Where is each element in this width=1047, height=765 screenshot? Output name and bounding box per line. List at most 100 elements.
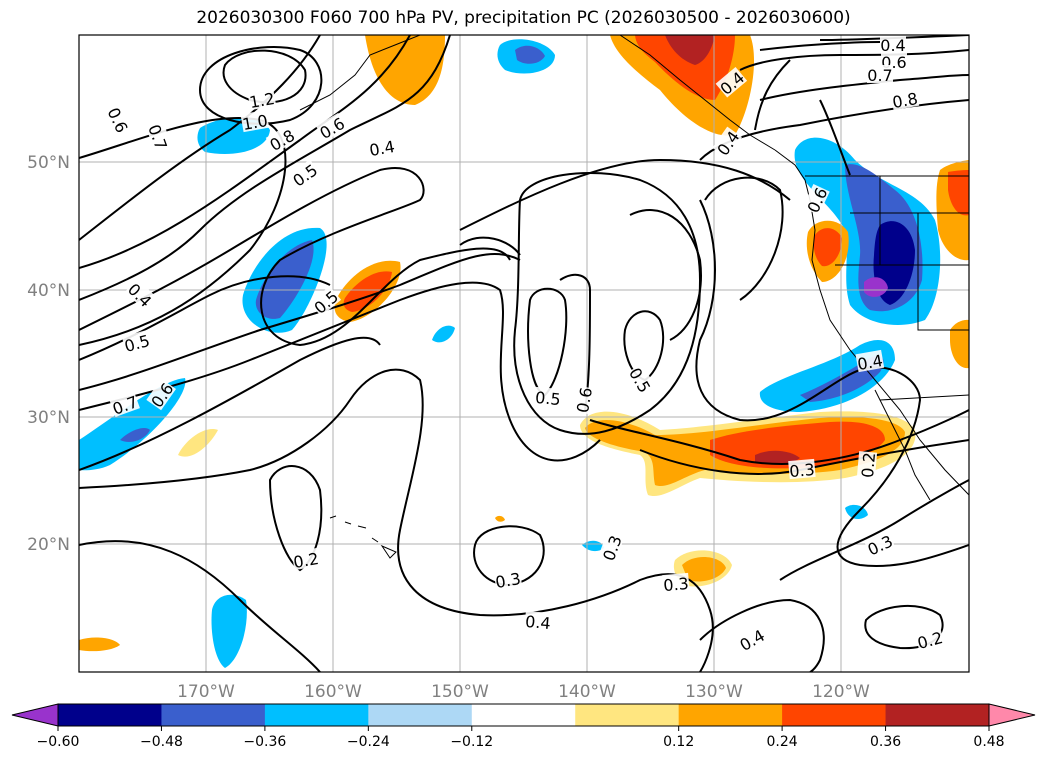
contour-label-bg <box>524 610 552 632</box>
contour-label-text: 0.4 <box>368 137 396 160</box>
contour-label: 0.5 <box>625 363 656 396</box>
contour-label-text: 0.3 <box>599 533 626 563</box>
contour-label-bg <box>265 124 298 154</box>
contour-label-bg <box>291 547 321 571</box>
contour-label-text: 0.6 <box>573 386 596 414</box>
coastline-british-columbia <box>774 149 811 201</box>
contour-label-text: 0.5 <box>122 331 152 356</box>
contour-label: 0.2 <box>914 626 945 653</box>
contour-line <box>695 199 969 567</box>
colorbar-tick-label: −0.24 <box>347 734 390 750</box>
contour-label: 0.2 <box>856 451 879 479</box>
lon-tick-label: 130°W <box>685 682 743 702</box>
contour-label: 0.4 <box>855 349 885 374</box>
colorbar-tick-label: 0.24 <box>767 734 798 750</box>
colorbar-extend-max <box>988 703 1036 727</box>
lat-tick-label: 30°N <box>27 408 70 428</box>
contour-line <box>459 158 791 231</box>
precip-region-negative <box>432 325 455 343</box>
contour-label-bg <box>626 363 656 396</box>
contour-label: 0.8 <box>265 124 298 155</box>
contour-line <box>739 49 969 71</box>
map-frame <box>78 34 970 673</box>
contour-label-text: 0.5 <box>625 364 654 396</box>
contour-line <box>268 465 323 572</box>
contour-line <box>79 281 601 462</box>
lon-tick-label: 150°W <box>431 682 489 702</box>
contour-label-bg <box>715 66 748 98</box>
contour-label-bg <box>914 626 945 652</box>
contour-label-text: 0.6 <box>316 114 348 143</box>
contour-label: 0.4 <box>524 610 552 633</box>
colorbar-segment <box>575 704 680 726</box>
contour-label-text: 0.4 <box>856 351 884 374</box>
contour-label: 1.0 <box>240 109 270 134</box>
precipitation-shading <box>79 35 969 668</box>
contour-line <box>473 525 545 587</box>
contour-label-bg <box>146 378 177 411</box>
contour-line <box>559 273 592 411</box>
contour-label-text: 0.5 <box>289 160 321 190</box>
border-us-mexico <box>879 394 969 401</box>
map-gridlines <box>79 35 969 672</box>
precip-region-negative <box>120 428 150 442</box>
lon-tick-label: 160°W <box>304 682 362 702</box>
coastline-us-west <box>809 199 969 496</box>
hawaii-islands <box>329 515 397 559</box>
contour-label-bg <box>890 87 920 111</box>
contour-label-bg <box>315 112 348 142</box>
contour-line <box>79 336 381 471</box>
contour-line <box>819 99 851 176</box>
contour-line <box>79 117 287 346</box>
contour-label: 1.2 <box>247 87 276 112</box>
contour-label-text: 0.8 <box>266 126 298 155</box>
colorbar-segment <box>678 704 783 726</box>
precip-region-positive <box>948 170 969 216</box>
precip-region-positive <box>950 319 969 369</box>
contour-line <box>629 209 702 341</box>
contour-line <box>198 46 323 125</box>
contour-label-bg <box>867 65 893 83</box>
lon-tick-label: 120°W <box>812 682 870 702</box>
contour-label-bg <box>855 349 885 373</box>
contour-label-text: 1.2 <box>248 89 276 112</box>
colorbar-tick-label: 0.12 <box>663 734 694 750</box>
contour-label: 0.7 <box>867 65 893 85</box>
contour-line <box>459 236 521 256</box>
contour-line <box>759 41 881 51</box>
precip-region-positive <box>813 228 842 267</box>
contour-label: 0.3 <box>598 532 626 563</box>
lon-tick-label: 140°W <box>558 682 616 702</box>
contour-line <box>759 74 969 101</box>
contour-label: 0.3 <box>788 458 816 481</box>
precip-region-negative <box>582 540 604 552</box>
contour-label-text: 0.4 <box>736 626 768 655</box>
lat-tick-label: 50°N <box>27 153 70 173</box>
contour-label-bg <box>309 285 342 317</box>
contour-label-text: 0.4 <box>880 36 905 55</box>
contour-label: 0.4 <box>367 135 397 160</box>
contour-line <box>704 176 784 301</box>
contour-label: 0.6 <box>104 103 133 136</box>
contour-label: 0.6 <box>315 112 348 143</box>
contour-label-text: 0.7 <box>867 66 892 85</box>
contour-line <box>222 49 307 104</box>
colorbar-frame <box>57 703 990 727</box>
contour-label-bg <box>571 385 595 415</box>
lat-tick-label: 20°N <box>27 535 70 555</box>
colorbar: −0.60 −0.48 −0.36 −0.24 −0.12 0.12 0.24 0.36 0.4… <box>11 703 1036 750</box>
colorbar-segment <box>161 704 266 726</box>
contour-label: 0.2 <box>291 547 321 572</box>
contour-line <box>779 479 969 581</box>
precip-region-positive <box>635 35 735 100</box>
colorbar-segment <box>58 704 162 726</box>
contour-label: 0.3 <box>493 567 522 592</box>
precip-region-positive <box>365 35 445 105</box>
contour-label-bg <box>367 135 397 159</box>
contour-label-bg <box>240 109 270 133</box>
contour-label: 0.6 <box>571 385 596 415</box>
precip-region-negative <box>255 240 314 319</box>
colorbar-tick-label: −0.12 <box>450 734 493 750</box>
contour-line <box>79 35 411 269</box>
precip-region-positive <box>495 515 505 522</box>
